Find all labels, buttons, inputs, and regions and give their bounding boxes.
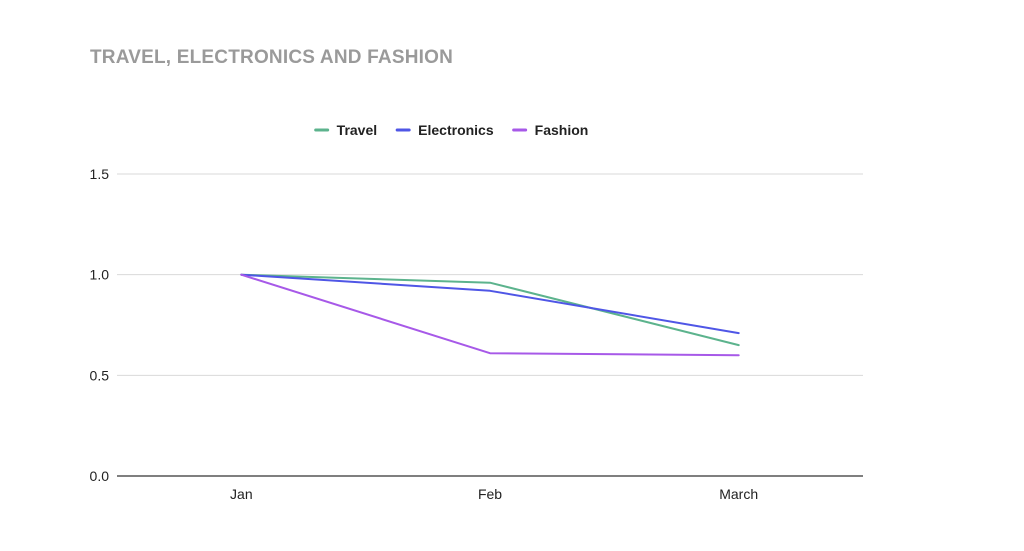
x-axis-ticks: Jan Feb March [230, 486, 758, 502]
legend: Travel Electronics Fashion [314, 122, 589, 138]
y-tick-label: 0.0 [90, 468, 110, 484]
legend-label-electronics: Electronics [418, 122, 494, 138]
series-line-electronics [240, 273, 740, 335]
gridlines [117, 173, 863, 477]
x-tick-label: Jan [230, 486, 253, 502]
y-tick-label: 1.0 [90, 267, 110, 283]
series-line-fashion [240, 273, 740, 357]
x-tick-label: March [719, 486, 758, 502]
y-tick-label: 0.5 [90, 367, 110, 383]
x-tick-label: Feb [478, 486, 502, 502]
legend-label-fashion: Fashion [535, 122, 589, 138]
chart-title: TRAVEL, ELECTRONICS AND FASHION [90, 47, 453, 68]
legend-label-travel: Travel [337, 122, 377, 138]
y-tick-label: 1.5 [90, 166, 110, 182]
y-axis-ticks: 0.0 0.5 1.0 1.5 [90, 166, 110, 484]
series-line-travel [240, 273, 740, 347]
series-lines [240, 273, 740, 357]
